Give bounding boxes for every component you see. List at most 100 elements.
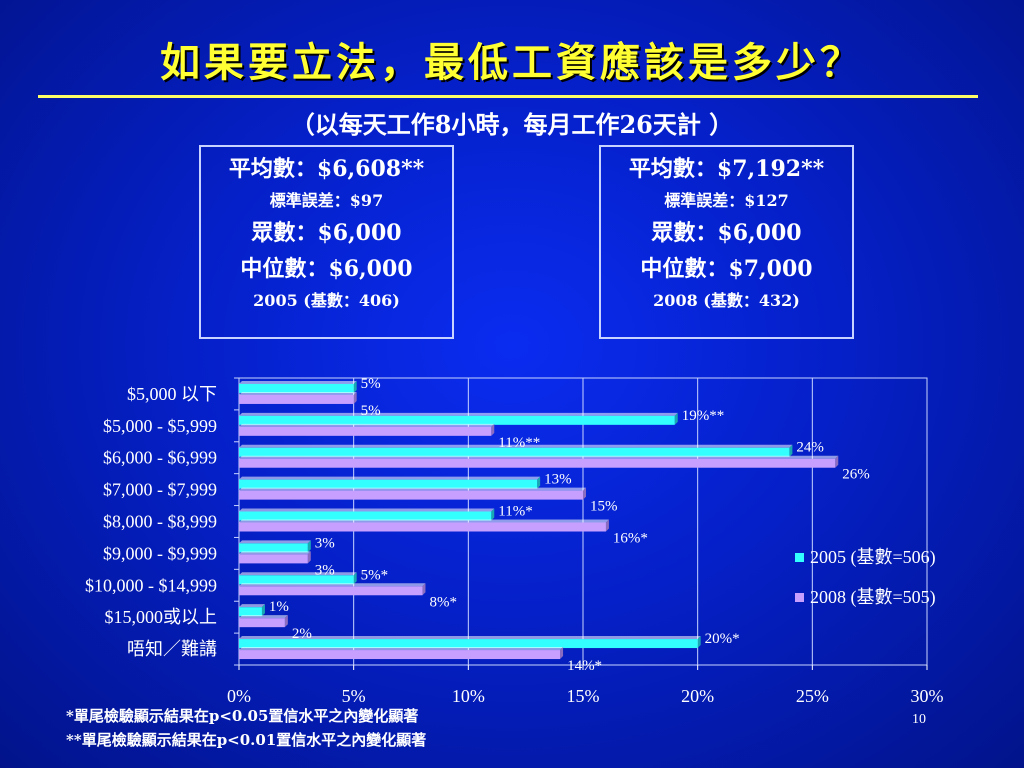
footnote-p01: **單尾檢驗顯示結果在p<0.01置信水平之內變化顯著 [66,731,427,749]
bar-2005 [239,511,492,521]
bar-top-face [239,391,357,395]
category-label: $9,000 - $9,999 [103,543,217,563]
bar-2005 [239,575,354,585]
bar-2008 [239,426,492,436]
bar-top-face [239,487,586,491]
data-label-2008: 26% [842,467,870,483]
bar-top-face [239,423,495,427]
bar-side-face [284,615,288,628]
bar-top-face [239,412,678,416]
bar-top-face [239,476,541,480]
mode-2005: 眾數：$6,000 [251,220,402,246]
bar-2005 [239,543,308,553]
bar-2008 [239,586,423,596]
footnote-p05: *單尾檢驗顯示結果在p<0.05置信水平之內變化顯著 [66,707,419,725]
bar-side-face [605,519,609,532]
bar-2008 [239,554,308,564]
bar-top-face [239,551,311,555]
bar-side-face [307,540,311,553]
category-label: $6,000 - $6,999 [103,448,217,468]
bar-2008 [239,618,285,628]
bar-2008 [239,394,354,404]
bar-side-face [560,647,564,660]
bar-2005 [239,415,675,425]
bar-2005 [239,383,354,393]
bar-side-face [307,551,311,564]
category-label: $10,000 - $14,999 [85,575,217,595]
x-tick-label: 5% [342,686,366,705]
bar-side-face [422,583,426,596]
base-2005: 2005 (基數：406) [253,291,400,310]
data-label-2005: 20%* [705,631,740,647]
bar-side-face [353,572,357,585]
category-label: $8,000 - $8,999 [103,512,217,532]
base-2008: 2008 (基數：432) [653,291,800,310]
bar-side-face [697,636,701,649]
data-label-2008: 14%* [567,658,602,674]
bar-chart: 0% 5% 10% 15% 20% 25% 30%$5,000 以下 5%5%$5,000 -… [85,376,944,705]
bar-top-face [239,455,839,459]
x-tick-label: 30% [911,686,944,705]
bar-top-face [239,540,311,544]
bar-2008 [239,490,583,500]
x-tick-label: 20% [681,686,714,705]
data-label-2005: 19%** [682,408,725,424]
bar-side-face [789,444,793,457]
bar-top-face [239,636,701,640]
median-2005: 中位數：$6,000 [240,256,413,282]
bar-side-face [835,455,839,468]
bar-2008 [239,650,561,660]
se-2005: 標準誤差：$97 [269,191,384,210]
mean-2008: 平均數：$7,192** [628,156,825,182]
x-tick-label: 0% [227,686,251,705]
bar-side-face [353,391,357,404]
slide-number: 10 [912,712,926,727]
se-2008: 標準誤差：$127 [664,191,789,210]
bar-top-face [239,647,564,651]
legend-label: 2005 (基數=506) [810,547,936,568]
data-label-2005: 11%* [498,504,532,520]
bar-top-face [239,583,426,587]
data-label-2008: 8%* [429,594,457,610]
bar-top-face [239,519,609,523]
category-label: $5,000 以下 [127,384,217,404]
bar-top-face [239,444,793,448]
x-tick-label: 25% [796,686,829,705]
legend-label: 2008 (基數=505) [810,587,936,608]
bar-2005 [239,639,698,649]
bar-top-face [239,572,357,576]
category-label: $15,000或以上 [105,607,218,627]
slide-title: 如果要立法，最低工資應該是多少？ [160,39,864,86]
mean-2005: 平均數：$6,608** [228,156,425,182]
category-label: $5,000 - $5,999 [103,416,217,436]
bar-side-face [537,476,541,489]
bar-side-face [353,380,357,393]
data-label-2005: 24% [796,440,824,456]
title-divider [38,95,978,98]
data-label-2005: 1% [269,599,289,615]
bar-side-face [491,423,495,436]
bar-2005 [239,447,790,457]
bar-top-face [239,380,357,384]
data-label-2005: 5% [361,376,381,392]
data-label-2008: 15% [590,499,618,515]
data-label-2005: 5%* [361,567,389,583]
mode-2008: 眾數：$6,000 [651,220,802,246]
bar-side-face [583,487,586,500]
data-label-2005: 3% [315,535,335,551]
legend-swatch [795,593,804,602]
bar-top-face [239,615,288,619]
bar-side-face [261,604,265,617]
stats-box-2008: 平均數：$7,192** 標準誤差：$127 眾數：$6,000 中位數：$7,… [599,145,854,339]
legend-swatch [795,553,804,562]
bar-side-face [491,508,495,521]
data-label-2008: 16%* [613,531,648,547]
slide-subtitle: （以每天工作8小時，每月工作26天計 ） [290,110,734,139]
category-label: 唔知／難講 [127,639,217,659]
category-label: $7,000 - $7,999 [103,480,217,500]
bar-2005 [239,479,538,489]
bar-2005 [239,607,262,617]
x-tick-label: 10% [452,686,485,705]
stats-box-2005: 平均數：$6,608** 標準誤差：$97 眾數：$6,000 中位數：$6,0… [199,145,454,339]
bar-2008 [239,458,836,468]
